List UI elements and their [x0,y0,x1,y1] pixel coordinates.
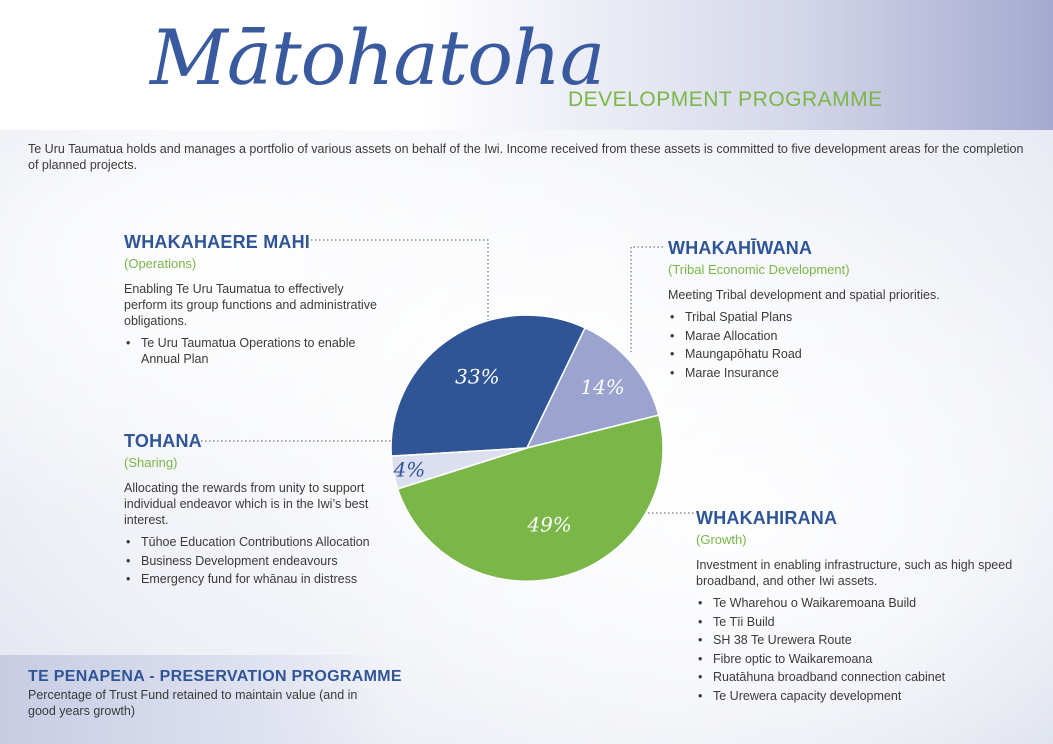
section-operations-title: WHAKAHAERE MAHI [124,232,310,252]
list-item: Te Wharehou o Waikaremoana Build [696,595,1026,611]
section-sharing-title: TOHANA [124,431,202,451]
pie-slice-sharing [390,447,528,490]
list-item: Marae Allocation [668,328,998,344]
section-sharing: TOHANA (Sharing) Allocating the rewards … [124,431,384,590]
section-growth-title: WHAKAHIRANA [696,508,838,528]
section-operations-subtitle: (Operations) [124,256,197,271]
footer-panel [0,655,390,744]
section-sharing-subtitle: (Sharing) [124,455,178,470]
pie-label-sharing: 4% [393,458,426,482]
section-growth-subtitle: (Growth) [696,532,747,547]
leader-line-operations [307,239,489,333]
footer-description: Percentage of Trust Fund retained to mai… [28,688,358,718]
section-growth-description: Investment in enabling infrastructure, s… [696,558,1013,588]
pie-slices [390,314,664,583]
section-economic: WHAKAHĪWANA (Tribal Economic Development… [668,238,998,383]
intro-text: Te Uru Taumatua holds and manages a port… [28,142,1024,172]
section-growth-list: Te Wharehou o Waikaremoana Build Te Tīi … [696,595,1026,704]
list-item: Tribal Spatial Plans [668,309,998,325]
section-sharing-list: Tūhoe Education Contributions Allocation… [124,534,384,587]
section-economic-title: WHAKAHĪWANA [668,238,813,258]
list-item: Marae Insurance [668,365,998,381]
section-economic-list: Tribal Spatial Plans Marae Allocation Ma… [668,309,998,381]
pie-label-operations: 33% [455,364,499,388]
list-item: Fibre optic to Waikaremoana [696,651,1026,667]
pie-slice-economic [525,326,660,450]
list-item: Te Tīi Build [696,614,1026,630]
list-item: Te Urewera capacity development [696,688,1026,704]
page-title: Mātohatoha [150,13,605,102]
pie-label-growth: 49% [526,513,571,537]
list-item: Emergency fund for whānau in distress [124,571,384,587]
section-operations-list: Te Uru Taumatua Operations to enable Ann… [124,335,384,367]
section-sharing-description: Allocating the rewards from unity to sup… [124,481,369,527]
section-growth: WHAKAHIRANA (Growth) Investment in enabl… [696,508,1026,706]
list-item: SH 38 Te Urewera Route [696,632,1026,648]
section-operations: WHAKAHAERE MAHI (Operations) Enabling Te… [124,232,384,370]
pie-slice-growth [396,414,664,583]
section-operations-description: Enabling Te Uru Taumatua to effectively … [124,282,377,328]
header-band [0,0,1053,130]
pie-label-economic: 14% [580,375,624,399]
list-item: Te Uru Taumatua Operations to enable Ann… [124,335,384,367]
footer-title: TE PENAPENA - PRESERVATION PROGRAMME [28,668,402,685]
list-item: Tūhoe Education Contributions Allocation [124,534,384,550]
leader-line-economic [630,246,663,352]
section-economic-description: Meeting Tribal development and spatial p… [668,288,940,302]
pie-slice-operations [390,314,587,457]
pie-labels: 33% 14% 49% 4% [393,364,625,536]
leader-lines [201,239,694,514]
section-economic-subtitle: (Tribal Economic Development) [668,262,850,277]
list-item: Maungapōhatu Road [668,346,998,362]
page-subtitle: DEVELOPMENT PROGRAMME [568,88,883,111]
list-item: Business Development endeavours [124,553,384,569]
list-item: Ruatāhuna broadband connection cabinet [696,669,1026,685]
